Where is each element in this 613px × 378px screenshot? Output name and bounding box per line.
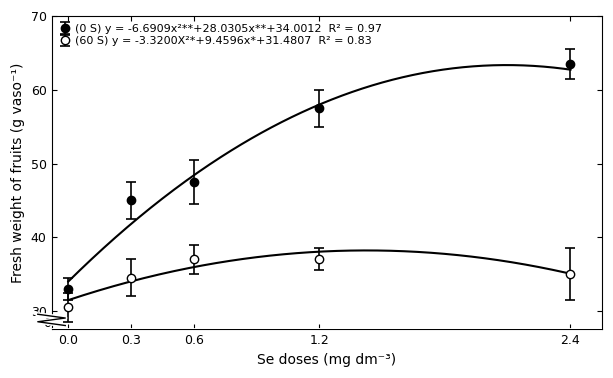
Text: 0: 0 <box>44 317 51 330</box>
X-axis label: Se doses (mg dm⁻³): Se doses (mg dm⁻³) <box>257 353 396 367</box>
Y-axis label: Fresh weight of fruits (g vaso⁻¹): Fresh weight of fruits (g vaso⁻¹) <box>11 63 25 283</box>
Legend: (0 S) y = -6.6909x²**+28.0305x**+34.0012  R² = 0.97, (60 S) y = -3.3200X²*+9.459: (0 S) y = -6.6909x²**+28.0305x**+34.0012… <box>57 22 384 48</box>
